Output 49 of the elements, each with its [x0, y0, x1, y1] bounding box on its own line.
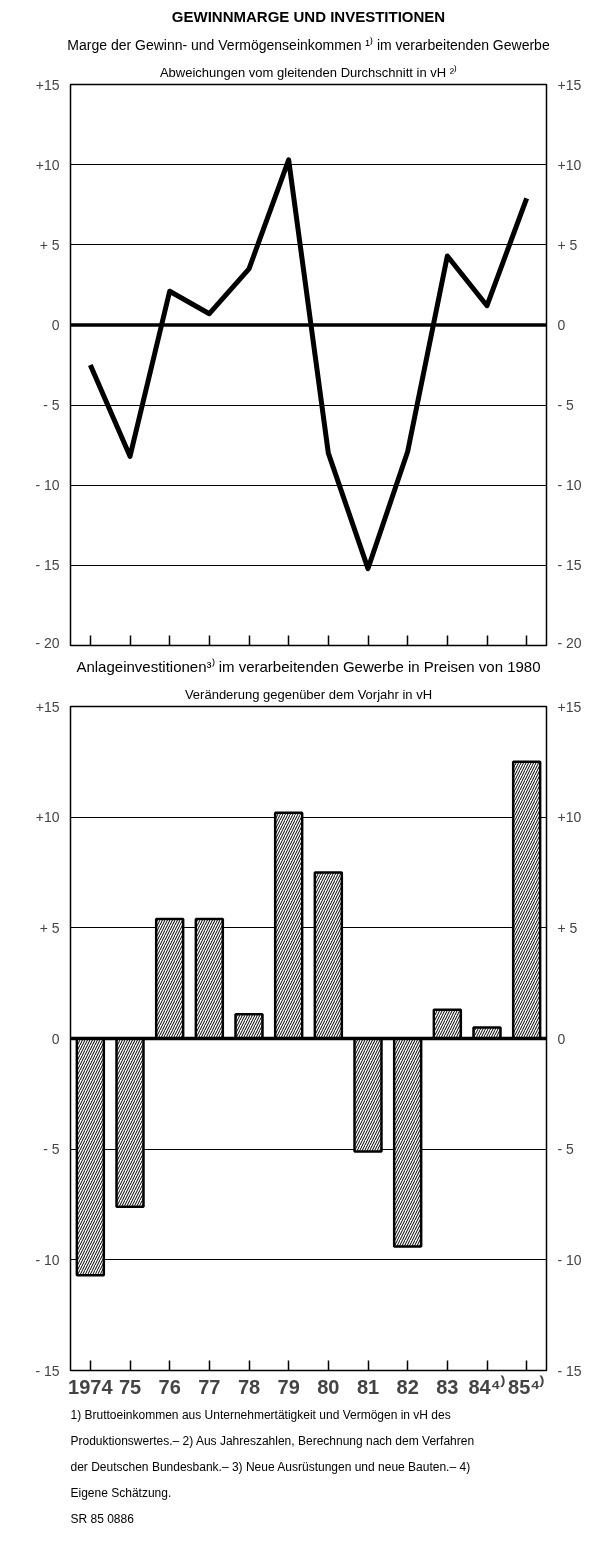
y2-tick-label: +15	[557, 76, 582, 93]
x-tick-label: 84⁴⁾	[468, 1374, 506, 1398]
x-tick-label: 82	[396, 1375, 419, 1398]
y-tick-label: - 5	[43, 1141, 60, 1158]
y-tick-label: +15	[35, 76, 60, 93]
y-tick-label: 0	[51, 1030, 60, 1047]
y2-tick-label: 0	[557, 1030, 566, 1047]
text: SR 85 0886	[70, 1511, 135, 1526]
y-tick-label: - 10	[35, 477, 60, 494]
x-tick-label: 76	[158, 1375, 181, 1398]
y2-tick-label: +10	[557, 809, 582, 826]
chart-subtitle: Marge der Gewinn- und Vermögenseinkommen ¹⁾ im verarbeitenden Gewerbe	[67, 36, 550, 53]
y-tick-label: +10	[35, 156, 60, 173]
y2-tick-label: - 5	[557, 397, 575, 414]
y2-tick-label: +10	[557, 156, 582, 173]
y-tick-label: + 5	[39, 919, 60, 936]
x-tick-label: 80	[317, 1375, 340, 1398]
x-tick-label: 78	[237, 1375, 261, 1398]
y-tick-label: +15	[35, 698, 60, 715]
y-tick-label: +10	[35, 809, 60, 826]
y2-tick-label: - 15	[557, 557, 582, 574]
y2-tick-label: - 20	[557, 634, 582, 651]
y-tick-label: 0	[51, 316, 60, 333]
x-tick-label: 81	[356, 1375, 380, 1398]
y-axis-title: Veränderung gegenüber dem Vorjahr in vH	[184, 686, 433, 702]
x-tick-label: 77	[198, 1375, 221, 1398]
y2-tick-label: - 10	[557, 1251, 582, 1268]
x-tick-label: 1974	[68, 1375, 114, 1398]
x-tick-label: 85⁴⁾	[508, 1374, 546, 1398]
y-tick-label: - 20	[35, 634, 60, 651]
x-tick-label: 75	[118, 1375, 142, 1398]
x-tick-label: 83	[436, 1375, 459, 1398]
y-tick-label: - 5	[43, 397, 60, 414]
y-tick-label: - 15	[35, 1362, 60, 1379]
chart-title: GEWINNMARGE UND INVESTITIONEN	[171, 7, 446, 25]
x-tick-label: 79	[277, 1375, 300, 1398]
y-axis-title: Abweichungen vom gleitenden Durchschnitt in vH ²⁾	[159, 64, 458, 80]
y-tick-label: - 15	[35, 557, 60, 574]
y2-tick-label: + 5	[557, 236, 578, 253]
text: 1) Bruttoeinkommen aus Unternehmertätigkeit und Vermögen in vH des Produktionswertes.– 2) Aus Jahreszahlen, Berechnung nach dem Verfahren der Deutschen Bundesbank.– 3) Neue Ausrüstungen und neue Bauten.– 4) Eigene Schätzung.	[70, 1407, 475, 1500]
y2-tick-label: - 5	[557, 1141, 575, 1158]
y-tick-label: - 10	[35, 1251, 60, 1268]
y2-tick-label: + 5	[557, 919, 578, 936]
y-tick-label: + 5	[39, 236, 60, 253]
y2-tick-label: +15	[557, 698, 582, 715]
y2-tick-label: 0	[557, 316, 566, 333]
y2-tick-label: - 15	[557, 1362, 582, 1379]
y2-tick-label: - 10	[557, 477, 582, 494]
chart-title: Anlageinvestitionen³⁾ im verarbeitenden Gewerbe in Preisen von 1980	[76, 657, 541, 675]
